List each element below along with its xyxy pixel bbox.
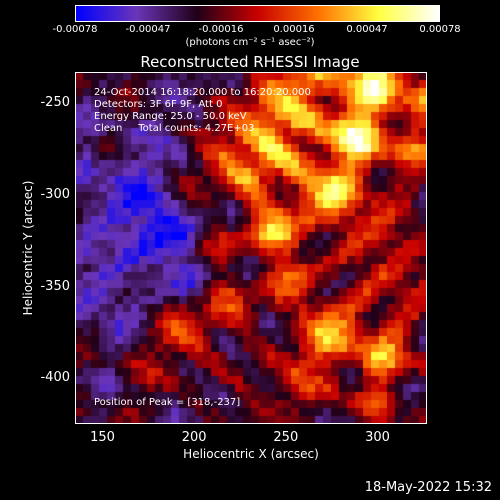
- y-tick-label: -250: [40, 95, 70, 111]
- timestamp: 18-May-2022 15:32: [364, 480, 492, 495]
- y-axis-label: Heliocentric Y (arcsec): [21, 180, 35, 316]
- x-tick-label: 250: [273, 430, 299, 445]
- colorbar: [75, 5, 440, 22]
- annotation-peak: Position of Peak = [318,-237]: [94, 397, 241, 408]
- y-tick-label: -300: [40, 186, 70, 202]
- colorbar-tick-label: -0.00016: [198, 24, 244, 35]
- colorbar-tick-label: 0.00016: [273, 24, 315, 35]
- chart-title: Reconstructed RHESSI Image: [140, 53, 360, 71]
- heatmap-image: [75, 72, 427, 424]
- colorbar-tick-label: 0.00047: [346, 24, 388, 35]
- x-tick-label: 200: [181, 430, 207, 445]
- colorbar-tick-label: -0.00078: [52, 24, 98, 35]
- x-tick-label: 150: [90, 430, 115, 445]
- annotation-energy: Energy Range: 25.0 - 50.0 keV: [94, 111, 247, 122]
- y-tick-label: -400: [40, 370, 70, 386]
- colorbar-tick-label: 0.00078: [419, 24, 461, 35]
- annotation-time-range: 24-Oct-2014 16:18:20.000 to 16:20:20.000: [94, 87, 311, 98]
- y-tick-label: -350: [40, 278, 70, 294]
- annotation-method: Clean Total counts: 4.27E+03: [94, 123, 255, 134]
- annotation-detectors: Detectors: 3F 6F 9F, Att 0: [94, 99, 223, 110]
- x-tick-label: 300: [365, 430, 390, 445]
- colorbar-unit-label: (photons cm⁻² s⁻¹ asec⁻²): [185, 37, 315, 48]
- colorbar-tick-label: -0.00047: [125, 24, 171, 35]
- x-axis-label: Heliocentric X (arcsec): [183, 447, 319, 461]
